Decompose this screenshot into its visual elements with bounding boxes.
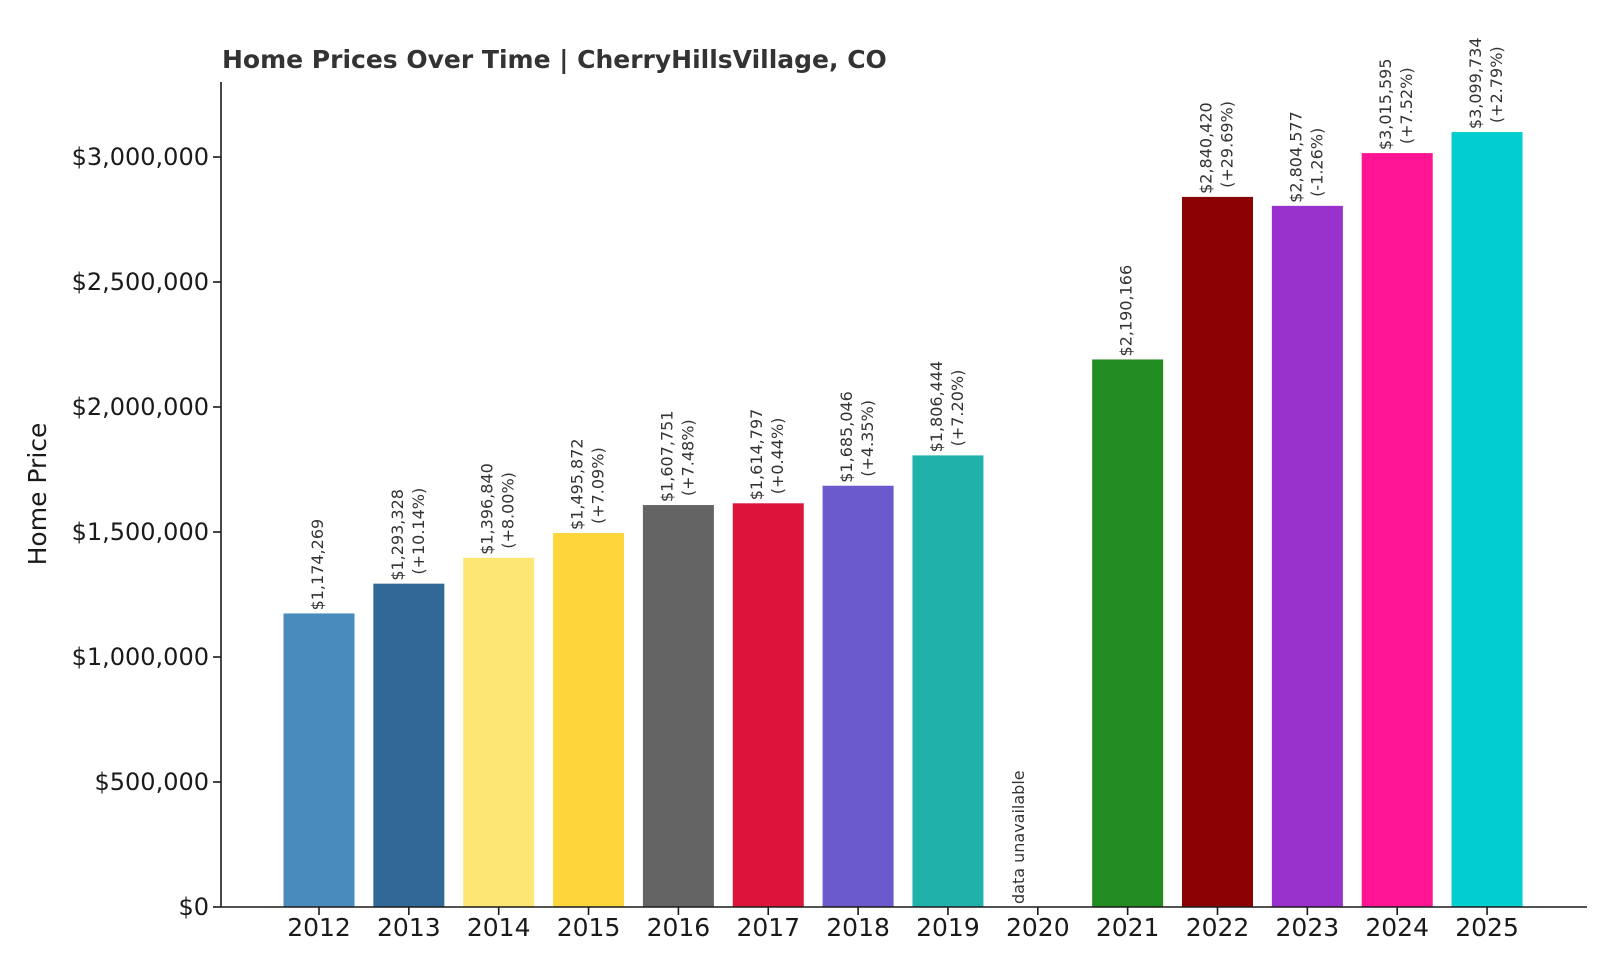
change-label-2013: (+10.14%) [409, 488, 428, 575]
y-tick-label: $1,500,000 [72, 518, 209, 546]
change-label-2024: (+7.52%) [1397, 67, 1416, 144]
price-label-2022: $2,840,420 [1197, 102, 1216, 194]
y-tick-label: $3,000,000 [72, 143, 209, 171]
bar-2025 [1451, 132, 1523, 907]
x-axis-ticks: 2012 2013 2014 2015 2016 2017 2018 2019 2020 2021… [287, 907, 1519, 942]
change-label-2016: (+7.48%) [678, 419, 697, 496]
bar-2018 [822, 485, 894, 907]
price-label-2016: $1,607,751 [657, 410, 676, 502]
price-label-2015: $1,495,872 [568, 438, 587, 530]
change-label-2015: (+7.09%) [589, 447, 608, 524]
bar-2021 [1092, 359, 1164, 907]
x-tick-label-2018: 2018 [826, 913, 890, 942]
x-tick-label-2017: 2017 [736, 913, 800, 942]
change-label-2019: (+7.20%) [948, 370, 967, 447]
price-label-2012: $1,174,269 [308, 519, 327, 611]
y-axis-ticks: $0 $500,000 $1,000,000 $1,500,000 $2,000,000… [72, 143, 221, 921]
data-labels: $1,174,269 $1,293,328 (+10.14%) $1,396,840(… [308, 37, 1506, 904]
price-label-2013: $1,293,328 [388, 489, 407, 581]
x-tick-label-2013: 2013 [377, 913, 441, 942]
x-tick-label-2019: 2019 [916, 913, 980, 942]
x-tick-label-2022: 2022 [1186, 913, 1250, 942]
bar-2022 [1182, 196, 1253, 907]
change-label-2014: (+8.00%) [499, 472, 518, 549]
x-tick-label-2020: 2020 [1006, 913, 1070, 942]
x-tick-label-2024: 2024 [1365, 913, 1429, 942]
price-label-2023: $2,804,577 [1286, 111, 1305, 203]
price-label-2014: $1,396,840 [478, 463, 497, 555]
x-tick-label-2025: 2025 [1455, 913, 1519, 942]
price-label-2018: $1,685,046 [837, 391, 856, 483]
bar-2012 [283, 613, 355, 907]
y-tick-label: $500,000 [94, 768, 209, 796]
y-tick-label: $1,000,000 [72, 643, 209, 671]
y-tick-label: $0 [178, 893, 209, 921]
x-tick-label-2023: 2023 [1276, 913, 1340, 942]
price-label-2017: $1,614,797 [747, 409, 766, 501]
bar-2015 [553, 533, 625, 907]
price-label-2024: $3,015,595 [1376, 58, 1395, 150]
bar-2023 [1271, 205, 1343, 908]
change-label-2017: (+0.44%) [768, 418, 787, 495]
bar-2024 [1361, 153, 1433, 907]
bar-2017 [732, 503, 804, 907]
x-tick-label-2012: 2012 [287, 913, 351, 942]
bars [283, 132, 1523, 908]
chart-title: Home Prices Over Time | CherryHillsVilla… [222, 45, 887, 74]
price-label-2019: $1,806,444 [927, 361, 946, 453]
bar-2014 [463, 557, 535, 907]
x-tick-label-2015: 2015 [557, 913, 621, 942]
change-label-2022: (+29.69%) [1218, 101, 1237, 188]
change-label-2018: (+4.35%) [858, 400, 877, 477]
price-label-2025: $3,099,734 [1466, 37, 1485, 129]
x-tick-label-2016: 2016 [647, 913, 711, 942]
change-label-2025: (+2.79%) [1487, 46, 1506, 123]
bar-2019 [912, 455, 984, 907]
price-label-2021: $2,190,166 [1117, 265, 1136, 357]
x-tick-label-2021: 2021 [1096, 913, 1160, 942]
unavailable-label-2020: data unavailable [1009, 770, 1028, 904]
bar-2013 [373, 583, 445, 907]
y-tick-label: $2,000,000 [72, 393, 209, 421]
y-tick-label: $2,500,000 [72, 268, 209, 296]
x-tick-label-2014: 2014 [467, 913, 531, 942]
bar-2016 [642, 505, 714, 907]
y-axis-label: Home Price [23, 423, 52, 566]
change-label-2023: (-1.26%) [1307, 128, 1326, 197]
